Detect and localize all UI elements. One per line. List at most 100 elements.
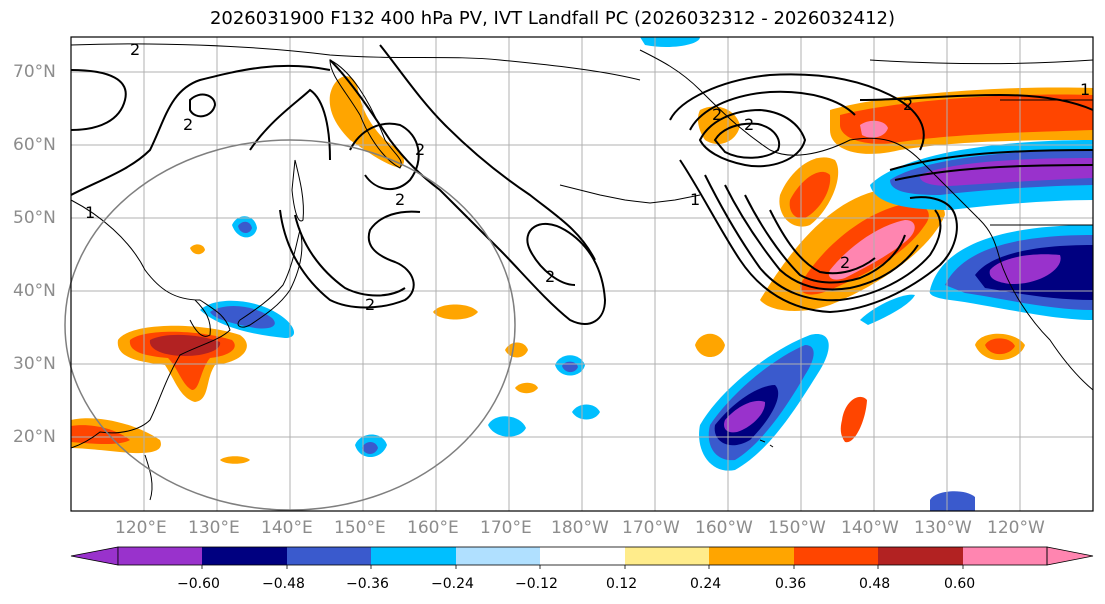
lon-label: 140°W: [841, 518, 899, 538]
colorbar-tick-label: 0.48: [859, 576, 891, 592]
colorbar-segment: [202, 547, 287, 565]
lon-label: 120°E: [115, 518, 167, 538]
lat-label: 50°N: [13, 208, 56, 228]
asia-coastline: [70, 199, 231, 449]
pv-contours: [70, 44, 1094, 325]
negative-anomaly-small-9: [362, 442, 378, 454]
lat-label: 40°N: [13, 281, 56, 301]
siberia-coastline: [70, 43, 641, 81]
lat-label: 70°N: [13, 62, 56, 82]
lon-label: 160°E: [407, 518, 459, 538]
colorbar-tick-label: 0.24: [690, 576, 722, 592]
coastlines: [70, 43, 1094, 501]
pv-contour-16: [724, 184, 919, 291]
colorbar-tick-label: 0.12: [606, 576, 638, 592]
lat-label: 30°N: [13, 354, 56, 374]
lon-label: 170°E: [480, 518, 532, 538]
figure-title: 2026031900 F132 400 hPa PV, IVT Landfall…: [209, 8, 896, 29]
hawaii-islands: [759, 439, 774, 448]
positive-anomaly-gulf-alaska-peak: [828, 220, 915, 280]
pv-contour-12: [698, 108, 807, 168]
pv-contour-17: [744, 194, 906, 284]
colorbar-segment: [456, 547, 540, 565]
canada-interior: [869, 59, 1094, 226]
kamchatka-coastline: [329, 59, 402, 169]
colorbar-segment: [709, 547, 794, 565]
positive-anomaly-south-china-sea-core: [71, 425, 130, 444]
pv-contour-1: [70, 64, 331, 196]
pv-contour-15: [704, 174, 942, 302]
colorbar-segment: [878, 547, 963, 565]
positive-anomaly-small-2: [840, 396, 867, 443]
negative-anomaly-small-2: [930, 491, 975, 511]
pv-contour-18: [769, 209, 876, 275]
colorbar-tick-label: 0.36: [775, 576, 807, 592]
pv-contour-2: [70, 69, 127, 131]
philippines-coastline: [144, 454, 153, 501]
pv-contour-8: [379, 44, 596, 261]
lon-label: 130°W: [914, 518, 972, 538]
pv-contour-6: [294, 214, 406, 297]
colorbar: [70, 546, 1094, 569]
aleutian-islands: [559, 184, 701, 204]
positive-anomaly-small-9: [220, 456, 250, 464]
colorbar-tick-label: −0.36: [346, 576, 389, 592]
lat-label: 20°N: [13, 427, 56, 447]
pv-contour-10: [669, 73, 925, 151]
contour-label: 2: [712, 105, 722, 124]
colorbar-segment: [625, 547, 709, 565]
alaska-coastline: [639, 49, 1094, 391]
pv-contour-20: [889, 149, 1094, 171]
colorbar-extend-max: [1046, 546, 1094, 566]
japan-coastline: [237, 229, 303, 328]
colorbar-segment: [118, 547, 202, 565]
negative-anomaly-southwest-us-peak: [989, 254, 1061, 285]
lon-label: 150°W: [768, 518, 826, 538]
colorbar-tick-label: −0.60: [177, 576, 220, 592]
contour-label: 2: [395, 190, 405, 209]
pv-contour-14: [679, 159, 958, 314]
positive-anomaly-western-canada-core: [840, 94, 1093, 144]
contour-label: 2: [903, 95, 913, 114]
contour-label-group: 2 2 2 2 2 2 2 2 2 2 1 1 1: [85, 40, 1090, 314]
positive-anomaly-east-china-core: [149, 334, 221, 356]
contour-label: 2: [840, 253, 850, 272]
contour-label: 2: [744, 115, 754, 134]
sakhalin-coastline: [291, 159, 304, 222]
positive-anomaly-alaska-coast-core: [789, 171, 831, 219]
lon-label: 180°W: [551, 518, 609, 538]
positive-anomaly-small-4: [985, 338, 1015, 355]
negative-anomaly-central-pacific-peak: [724, 400, 766, 433]
colorbar-frame: [117, 546, 1048, 566]
lon-label: 160°W: [695, 518, 753, 538]
colorbar-segment: [794, 547, 878, 565]
negative-anomaly-small-7: [572, 404, 600, 420]
negative-anomaly-small-6: [488, 416, 526, 437]
range-circle: [64, 139, 516, 511]
contour-label: 2: [130, 40, 140, 59]
contour-label: 2: [545, 267, 555, 286]
lon-label: 140°E: [261, 518, 313, 538]
colorbar-extend-min: [70, 546, 119, 566]
negative-anomaly-sakhalin-core: [238, 221, 252, 234]
contour-label: 2: [183, 115, 193, 134]
colorbar-tick-label: 0.60: [944, 576, 976, 592]
colorbar-segment: [540, 547, 625, 565]
contour-label: 2: [415, 140, 425, 159]
positive-anomaly-small-5: [433, 304, 478, 320]
graticule: [71, 37, 1093, 511]
colorbar-tick-label: −0.48: [262, 576, 305, 592]
korea-coastline: [189, 299, 211, 337]
pv-contour-4: [249, 88, 331, 161]
colorbar-segment: [287, 547, 371, 565]
lat-label: 60°N: [13, 135, 56, 155]
lon-label: 150°E: [334, 518, 386, 538]
contour-label: 1: [85, 203, 95, 222]
map-panel: 2 2 2 2 2 2 2 2 2 2 1 1 1: [64, 36, 1094, 512]
map-frame: [70, 36, 1094, 512]
lon-label: 170°W: [622, 518, 680, 538]
colorbar-segment: [371, 547, 456, 565]
lon-label: 120°W: [987, 518, 1045, 538]
pv-contour-3: [189, 93, 217, 118]
